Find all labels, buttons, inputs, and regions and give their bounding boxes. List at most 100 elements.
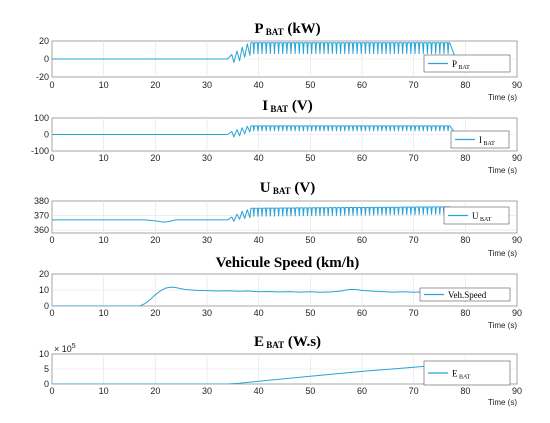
- y-tick-label: 10: [39, 285, 49, 295]
- x-axis-label: Time (s): [488, 398, 517, 407]
- legend: U BAT: [443, 206, 510, 225]
- legend-label: U BAT: [472, 211, 492, 223]
- y-tick-label: 0: [44, 301, 49, 311]
- x-tick-label: 40: [254, 235, 264, 245]
- x-axis-label: Time (s): [488, 321, 517, 330]
- legend-box: [450, 130, 510, 149]
- x-tick-label: 10: [99, 308, 109, 318]
- x-tick-label: 10: [99, 235, 109, 245]
- x-tick-label: 80: [460, 80, 470, 90]
- x-tick-label: 10: [99, 80, 109, 90]
- legend-label: I BAT: [479, 135, 495, 147]
- legend: Veh.Speed: [419, 287, 511, 302]
- series-line-i: [52, 125, 456, 138]
- legend-label: P BAT: [452, 59, 470, 71]
- x-tick-label: 70: [409, 235, 419, 245]
- x-tick-label: 40: [254, 80, 264, 90]
- x-tick-label: 10: [99, 153, 109, 163]
- x-tick-label: 80: [460, 153, 470, 163]
- y-tick-label: -100: [31, 146, 49, 156]
- x-tick-label: 70: [409, 308, 419, 318]
- chart-title: P BAT (kW): [254, 21, 320, 37]
- y-exponent-label: × 105: [54, 343, 76, 354]
- y-tick-label: 20: [39, 36, 49, 46]
- series-line-p: [52, 42, 456, 64]
- y-tick-label: 0: [44, 54, 49, 64]
- x-tick-label: 30: [202, 235, 212, 245]
- x-tick-label: 30: [202, 308, 212, 318]
- x-axis-label: Time (s): [488, 166, 517, 175]
- x-tick-label: 90: [512, 80, 522, 90]
- x-tick-label: 10: [99, 386, 109, 396]
- x-tick-label: 0: [49, 153, 54, 163]
- x-tick-label: 90: [512, 386, 522, 396]
- x-axis-label: Time (s): [488, 249, 517, 258]
- legend-box: [443, 206, 510, 225]
- x-tick-label: 50: [305, 235, 315, 245]
- legend-box: [419, 287, 511, 302]
- chart-title: I BAT (V): [262, 98, 313, 114]
- legend-label: E BAT: [452, 369, 471, 381]
- x-tick-label: 20: [150, 235, 160, 245]
- x-tick-label: 90: [512, 235, 522, 245]
- y-tick-label: 370: [34, 211, 49, 221]
- legend: I BAT: [450, 130, 510, 149]
- chart-title: Vehicule Speed (km/h): [216, 255, 360, 271]
- x-tick-label: 40: [254, 386, 264, 396]
- x-tick-label: 60: [357, 386, 367, 396]
- chart-title: U BAT (V): [260, 180, 316, 196]
- y-tick-label: 0: [44, 130, 49, 140]
- x-tick-label: 70: [409, 153, 419, 163]
- chart-panel-2: I BAT (V)0 10 20 30 40 50 60 70 80 90-1000100Time…: [31, 98, 522, 175]
- x-tick-label: 80: [460, 235, 470, 245]
- y-tick-label: -20: [36, 72, 49, 82]
- x-tick-label: 50: [305, 386, 315, 396]
- x-tick-label: 90: [512, 308, 522, 318]
- x-tick-label: 60: [357, 308, 367, 318]
- y-tick-label: 20: [39, 269, 49, 279]
- x-tick-label: 0: [49, 235, 54, 245]
- plot-area: [51, 200, 518, 234]
- x-tick-label: 30: [202, 153, 212, 163]
- x-tick-label: 50: [305, 80, 315, 90]
- y-tick-label: 0: [44, 379, 49, 389]
- x-tick-label: 50: [305, 153, 315, 163]
- x-tick-label: 0: [49, 80, 54, 90]
- y-tick-label: 360: [34, 225, 49, 235]
- chart-panel-4: Vehicule Speed (km/h) 0 10 20 30 40 50 60 70 80 90…: [39, 255, 522, 330]
- x-tick-label: 90: [512, 153, 522, 163]
- y-tick-label: 100: [34, 113, 49, 123]
- x-tick-label: 60: [357, 80, 367, 90]
- x-tick-label: 30: [202, 80, 212, 90]
- x-tick-label: 20: [150, 80, 160, 90]
- x-tick-label: 50: [305, 308, 315, 318]
- x-tick-label: 80: [460, 308, 470, 318]
- x-tick-label: 60: [357, 153, 367, 163]
- x-tick-label: 0: [49, 386, 54, 396]
- x-tick-label: 20: [150, 386, 160, 396]
- x-tick-label: 70: [409, 80, 419, 90]
- x-tick-label: 0: [49, 308, 54, 318]
- series-line-veh-speed: [52, 286, 466, 306]
- x-tick-label: 80: [460, 386, 470, 396]
- x-axis-label: Time (s): [488, 93, 517, 102]
- legend: P BAT: [423, 54, 511, 73]
- chart-panel-3: U BAT (V) 0 10 20 30 40 50 60 70 80 90 360 370 380 Tim…: [34, 180, 522, 258]
- x-tick-label: 30: [202, 386, 212, 396]
- x-tick-label: 70: [409, 386, 419, 396]
- y-tick-label: 10: [39, 349, 49, 359]
- chart-panel-1: P BAT (kW)0 10 20 30 40 50 60 70 80 90-20020Time …: [36, 21, 522, 102]
- series-line-u: [52, 206, 456, 223]
- legend-box: [423, 54, 511, 73]
- y-tick-label: 5: [44, 364, 49, 374]
- x-tick-label: 20: [150, 153, 160, 163]
- x-tick-label: 40: [254, 308, 264, 318]
- y-tick-label: 380: [34, 196, 49, 206]
- legend-label: Veh.Speed: [448, 290, 487, 300]
- legend: E BAT: [423, 360, 511, 386]
- x-tick-label: 20: [150, 308, 160, 318]
- chart-title: E BAT (W.s): [254, 334, 321, 350]
- x-tick-label: 60: [357, 235, 367, 245]
- chart-panel-5: E BAT (W.s) 0 10 20 30 40 50 60 70 80 90 0 5 10 × 105 T…: [39, 334, 522, 407]
